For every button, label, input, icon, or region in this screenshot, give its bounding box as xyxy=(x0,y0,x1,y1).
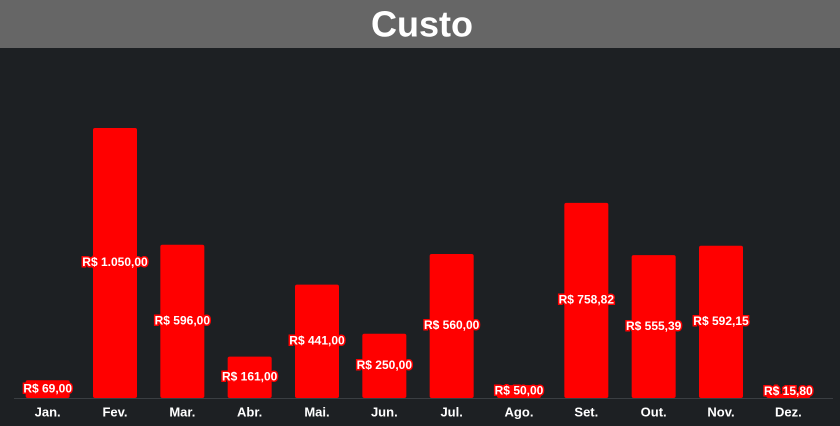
x-tick-label: Jan. xyxy=(35,404,61,419)
x-tick-label: Fev. xyxy=(102,404,127,419)
x-tick-label: Mai. xyxy=(304,404,329,419)
bar xyxy=(93,128,137,398)
bar xyxy=(631,255,676,398)
value-label: R$ 560,00 xyxy=(424,318,480,332)
value-label: R$ 758,82 xyxy=(559,293,615,307)
value-label: R$ 596,00 xyxy=(155,314,211,328)
bar xyxy=(160,244,205,398)
x-tick-label: Set. xyxy=(574,404,598,419)
value-label: R$ 50,00 xyxy=(495,384,544,398)
bar xyxy=(429,254,474,398)
value-label: R$ 441,00 xyxy=(289,333,345,347)
x-tick-label: Ago. xyxy=(505,404,534,419)
bar xyxy=(766,393,811,398)
x-tick-label: Jul. xyxy=(440,404,462,419)
title-band xyxy=(0,0,840,48)
value-label: R$ 161,00 xyxy=(222,369,278,383)
x-tick-label: Dez. xyxy=(775,404,802,419)
bar xyxy=(497,385,541,398)
value-label: R$ 1.050,00 xyxy=(82,255,148,269)
x-tick-label: Mar. xyxy=(169,404,195,419)
value-label: R$ 592,15 xyxy=(693,314,749,328)
bar xyxy=(362,333,407,398)
bar xyxy=(295,284,339,398)
x-tick-label: Abr. xyxy=(237,404,262,419)
bar xyxy=(25,380,70,398)
bar xyxy=(227,356,272,398)
x-tick-label: Out. xyxy=(641,404,667,419)
bar xyxy=(699,245,743,398)
x-tick-label: Nov. xyxy=(707,404,734,419)
value-label: R$ 69,00 xyxy=(23,381,72,395)
value-label: R$ 250,00 xyxy=(357,358,413,372)
value-label: R$ 555,39 xyxy=(626,319,682,333)
chart-title: Custo xyxy=(371,4,473,45)
bar xyxy=(564,202,609,398)
x-tick-label: Jun. xyxy=(371,404,398,419)
value-label: R$ 15,80 xyxy=(764,384,813,398)
